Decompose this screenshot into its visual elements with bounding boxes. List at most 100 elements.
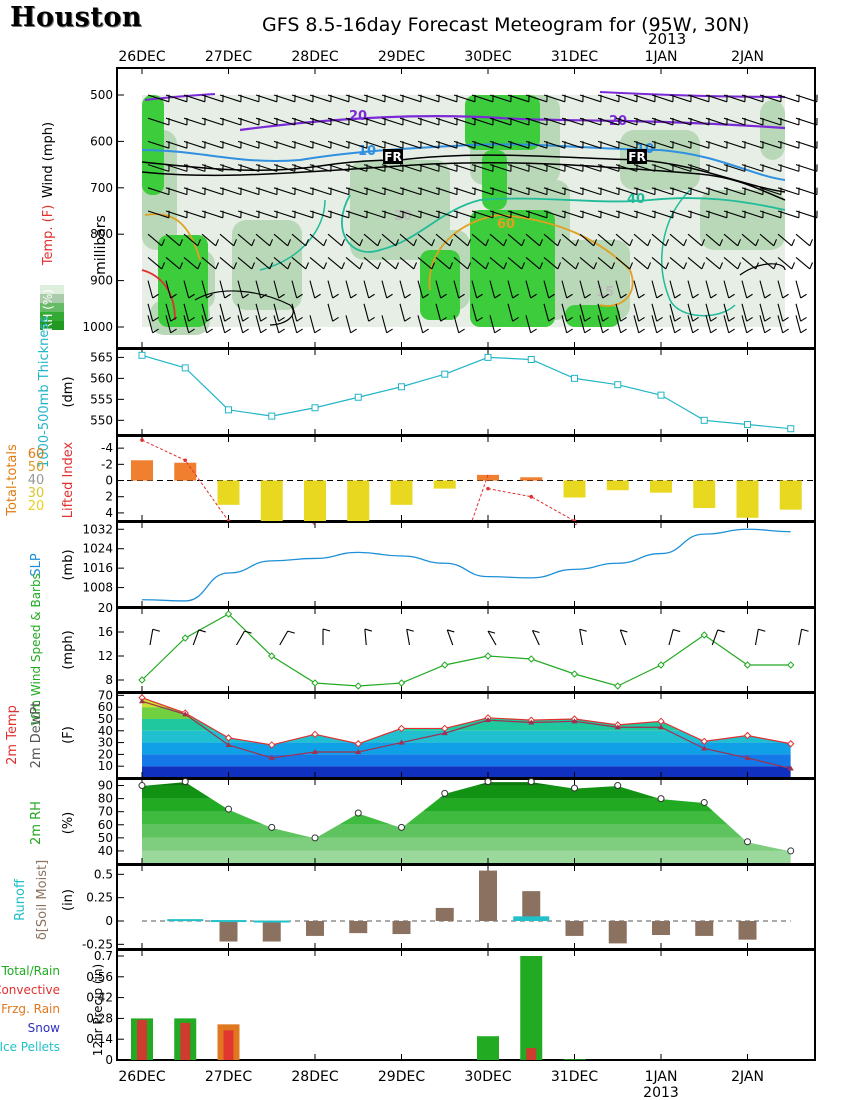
wind-barb bbox=[525, 315, 532, 333]
wind-barb-flag bbox=[494, 328, 501, 334]
wind-barb bbox=[471, 233, 487, 247]
wind-barb bbox=[417, 140, 440, 149]
wind-barb bbox=[327, 164, 350, 172]
wind-barb bbox=[579, 280, 586, 299]
soil-moisture-bar bbox=[522, 891, 541, 921]
wind-barb-flag bbox=[188, 316, 195, 322]
wind-barb bbox=[273, 210, 296, 219]
wind-barb bbox=[633, 94, 656, 103]
wind-barb bbox=[489, 164, 512, 172]
y-tick-label: 60 bbox=[98, 700, 113, 714]
wind-barb bbox=[687, 164, 710, 172]
date-label-top: 28DEC bbox=[291, 49, 338, 65]
wind-barb bbox=[759, 280, 766, 299]
wind-barb-flag bbox=[170, 328, 177, 334]
wind-barb bbox=[273, 140, 296, 149]
wind-barb bbox=[543, 117, 566, 126]
rh-scale-swatch bbox=[40, 303, 64, 312]
wind-barb bbox=[417, 315, 424, 333]
thickness-point bbox=[484, 353, 492, 361]
wind10m-point bbox=[397, 679, 406, 687]
wind-barb bbox=[237, 315, 244, 333]
wind-barb bbox=[219, 303, 226, 322]
wind-barb bbox=[453, 187, 476, 196]
wind-barb bbox=[273, 315, 280, 333]
rh-point bbox=[354, 809, 362, 817]
wind-barb-flag bbox=[152, 316, 159, 322]
dewpoint-point bbox=[355, 749, 362, 755]
temp-line bbox=[141, 697, 791, 746]
lifted-index-bar bbox=[347, 480, 370, 521]
y-tick-label: 20 bbox=[98, 601, 113, 615]
temp-point bbox=[397, 724, 406, 733]
wind-barb-flag bbox=[278, 293, 285, 299]
wind-barb bbox=[291, 94, 314, 103]
date-label-top: 1JAN bbox=[645, 49, 678, 65]
wind10m-label: 10m Wind Speed & Barbs bbox=[29, 573, 43, 727]
surface-wind-barb-flag bbox=[364, 628, 373, 632]
wind-barb bbox=[723, 140, 746, 149]
wind-barb bbox=[183, 94, 206, 103]
rh-point bbox=[138, 782, 146, 790]
wind-barb-flag bbox=[476, 316, 483, 322]
wind10m-point bbox=[354, 682, 362, 690]
wind-barb bbox=[435, 140, 458, 149]
y-tick-label: 50 bbox=[98, 712, 113, 726]
wind-barb-flag bbox=[791, 239, 796, 246]
wind-barb bbox=[543, 94, 566, 103]
wind-barb-flag bbox=[575, 239, 580, 246]
rh-mid-patch bbox=[760, 100, 785, 160]
y-tick-label: 12 bbox=[98, 649, 113, 663]
wind-barb bbox=[705, 210, 728, 219]
wind-barb bbox=[687, 303, 694, 322]
wind-barb bbox=[309, 280, 316, 299]
wind-barb bbox=[525, 210, 548, 219]
wind-barb bbox=[435, 210, 458, 219]
wind-barb bbox=[579, 315, 586, 333]
wind-barb-flag bbox=[746, 328, 753, 334]
wind-barb bbox=[237, 210, 260, 219]
wind-barb bbox=[615, 140, 638, 149]
lifted-index-bar bbox=[779, 480, 802, 510]
total-totals-line bbox=[471, 474, 489, 522]
wind-barb bbox=[219, 140, 242, 149]
y-tick-label: 1032 bbox=[82, 522, 113, 536]
dewpoint-point bbox=[441, 730, 448, 736]
rh-high-patch bbox=[470, 210, 555, 327]
y-tick-label: 1000 bbox=[82, 320, 113, 334]
wind-barb-flag bbox=[269, 239, 274, 246]
wind-barb bbox=[381, 280, 388, 299]
y-tick-label: 560 bbox=[90, 371, 113, 385]
date-label-bottom: 26DEC bbox=[118, 1069, 165, 1085]
wind-barb bbox=[777, 94, 800, 103]
wind-barb bbox=[237, 187, 260, 196]
precip-legend-item: Ice Pellets bbox=[0, 1040, 60, 1054]
lifted-index-bar bbox=[650, 480, 672, 493]
wind-barb-flag bbox=[737, 239, 742, 246]
wind-barb-flag bbox=[746, 293, 753, 299]
rh-point bbox=[787, 847, 795, 855]
wind-barb bbox=[723, 187, 746, 196]
wind-barb bbox=[165, 187, 188, 196]
thickness-point bbox=[138, 351, 146, 359]
wind-barb bbox=[579, 164, 602, 172]
wind-barb-flag bbox=[188, 293, 195, 299]
wind-barb bbox=[543, 187, 566, 196]
wind-barb bbox=[147, 94, 170, 103]
rh-band bbox=[142, 824, 791, 838]
wind-barb bbox=[255, 315, 262, 333]
wind-barb-flag bbox=[593, 262, 598, 270]
wind-barb bbox=[525, 164, 548, 172]
wind-barb bbox=[237, 164, 260, 172]
dewpoint-point bbox=[701, 745, 708, 751]
wind-barb bbox=[633, 164, 656, 172]
wind-barb bbox=[723, 280, 730, 299]
wind-barb bbox=[327, 187, 350, 196]
wind-barb-flag bbox=[458, 328, 465, 334]
wind-barb-flag bbox=[503, 239, 508, 246]
date-label-bottom: 2JAN bbox=[731, 1069, 764, 1085]
wind-barb bbox=[507, 210, 530, 219]
wind-barb bbox=[669, 256, 685, 270]
wind-barb-flag bbox=[611, 262, 616, 270]
precip-frame bbox=[116, 949, 816, 1061]
